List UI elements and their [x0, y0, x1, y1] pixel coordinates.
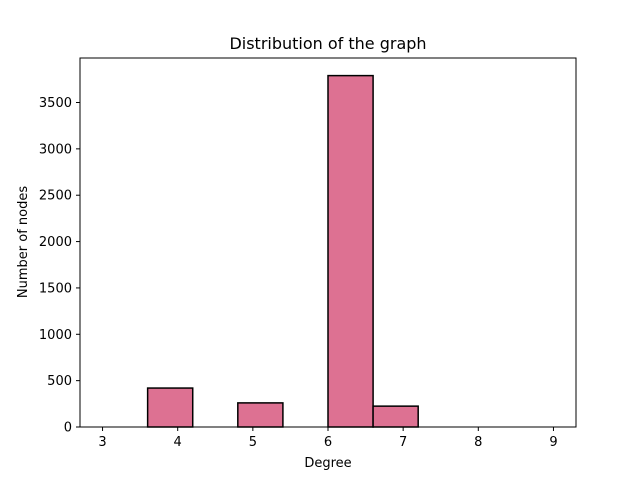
x-tick-label: 5: [249, 435, 257, 450]
y-tick-label: 2000: [39, 235, 72, 250]
histogram-bar-3: [237, 402, 284, 428]
histogram-bar-6: [372, 405, 419, 428]
y-tick-label: 1500: [39, 281, 72, 296]
y-tick-label: 2500: [39, 189, 72, 204]
y-tick-label: 1000: [39, 328, 72, 343]
y-tick-label: 3500: [39, 96, 72, 111]
x-tick-label: 9: [549, 435, 557, 450]
y-tick-label: 500: [47, 374, 72, 389]
x-axis-label: Degree: [304, 456, 351, 471]
y-axis-label: Number of nodes: [16, 186, 31, 298]
y-tick-label: 0: [64, 421, 72, 436]
x-tick-label: 7: [399, 435, 407, 450]
histogram-bar-5: [327, 74, 374, 428]
x-tick-label: 8: [474, 435, 482, 450]
x-axis: 3 4 5 6 7 8 9: [98, 427, 558, 450]
chart-title: Distribution of the graph: [229, 34, 426, 53]
x-tick-label: 4: [174, 435, 182, 450]
y-axis: 0 500 1000 1500 2000 2500 3000 3500: [39, 96, 80, 436]
x-tick-label: 3: [98, 435, 106, 450]
x-tick-label: 6: [324, 435, 332, 450]
plot-area: [79, 57, 577, 428]
y-tick-label: 3000: [39, 142, 72, 157]
histogram-bar-1: [146, 387, 194, 428]
